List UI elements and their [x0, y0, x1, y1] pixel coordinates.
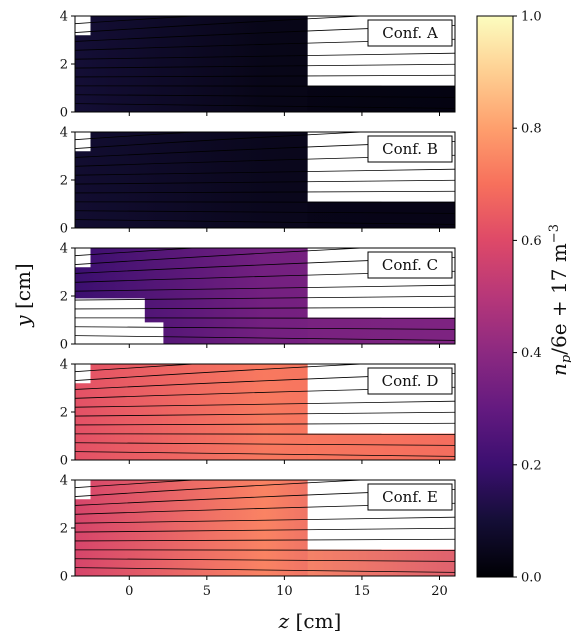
field-line [75, 538, 455, 542]
colorbar-ticks: 0.0 0.2 0.4 0.6 0.8 1.0 [513, 10, 542, 586]
field-line [75, 480, 201, 489]
field-line [75, 132, 201, 141]
conf-label: Conf. A [382, 24, 438, 42]
field-line [75, 400, 455, 408]
field-line [75, 326, 455, 330]
x-tick-label: 15 [354, 584, 371, 599]
y-tick-label: 2 [60, 522, 68, 537]
field-line [75, 210, 455, 214]
colorbar-tick-label: 0.6 [521, 234, 542, 249]
field-lines [75, 248, 455, 341]
y-tick-label: 2 [60, 58, 68, 73]
x-axis-label: z [cm] [278, 609, 342, 633]
field-line [75, 168, 455, 176]
colorbar-gradient [476, 15, 514, 578]
x-tick-label: 20 [431, 584, 448, 599]
field-line [75, 190, 455, 194]
conf-label-box [367, 251, 453, 279]
field-line [75, 451, 455, 457]
y-tick-label: 4 [60, 126, 68, 141]
field-line [75, 219, 455, 225]
x-tick-label: 10 [276, 584, 293, 599]
density-region [75, 364, 455, 460]
y-tick-label: 2 [60, 290, 68, 305]
y-tick-label: 0 [60, 338, 68, 353]
y-tick-label: 0 [60, 222, 68, 237]
density-region [75, 480, 455, 576]
field-line [75, 284, 455, 292]
y-tick-label: 0 [60, 570, 68, 585]
field-line [75, 567, 455, 573]
y-tick-label: 0 [60, 454, 68, 469]
density-region [75, 16, 455, 112]
field-line [75, 179, 455, 185]
field-line [75, 52, 455, 60]
conf-label-box [367, 367, 453, 395]
panel-a: 0 2 4 Conf. A [60, 10, 456, 121]
colorbar-tick-label: 1.0 [521, 10, 542, 25]
y-tick-label: 2 [60, 406, 68, 421]
density-region [75, 248, 455, 344]
panels-group: 0 2 4 Conf. A 0 2 4 Conf. B 0 2 4 Conf. C 0 2 4 Conf. D… [60, 10, 456, 599]
field-line [75, 295, 455, 301]
colorbar-label: np/6e + 17 m−3 [547, 224, 571, 376]
field-line [75, 527, 455, 533]
field-line [75, 442, 455, 446]
colorbar: 0.0 0.2 0.4 0.6 0.8 1.0 np/6e + 17 m−3 [476, 10, 571, 586]
field-line [75, 516, 455, 524]
field-line [75, 480, 370, 497]
field-line [75, 248, 201, 257]
density-region [75, 132, 455, 228]
conf-label: Conf. E [382, 488, 438, 506]
field-line [75, 558, 455, 562]
field-line [75, 248, 370, 265]
conf-label-box [367, 483, 453, 511]
panel-e: 0 2 4 0 5 10 15 20 Conf. E [60, 474, 456, 599]
conf-label: Conf. B [382, 140, 438, 158]
field-line [75, 306, 455, 310]
field-line [75, 364, 201, 373]
field-line [75, 411, 455, 417]
y-axis-label: y [cm] [11, 263, 35, 327]
panel-c: 0 2 4 Conf. C [60, 242, 456, 353]
colorbar-tick-label: 0.4 [521, 346, 542, 361]
field-line [75, 74, 455, 78]
field-line [75, 94, 455, 98]
y-tick-label: 4 [60, 474, 68, 489]
x-tick-label: 5 [203, 584, 211, 599]
x-tick-label: 0 [125, 584, 133, 599]
field-line [75, 103, 455, 109]
field-line [75, 63, 455, 69]
colorbar-tick-label: 0.8 [521, 122, 542, 137]
y-tick-label: 4 [60, 10, 68, 25]
y-tick-label: 0 [60, 106, 68, 121]
colorbar-tick-label: 0.2 [521, 458, 542, 473]
field-line [75, 132, 370, 149]
panel-b: 0 2 4 Conf. B [60, 126, 456, 237]
colorbar-tick-label: 0.0 [521, 571, 542, 586]
field-line [75, 335, 455, 341]
conf-label-box [367, 19, 453, 47]
field-line [75, 422, 455, 426]
y-tick-label: 4 [60, 358, 68, 373]
field-line [75, 16, 370, 33]
y-tick-label: 2 [60, 174, 68, 189]
field-line [75, 16, 201, 25]
y-tick-label: 4 [60, 242, 68, 257]
conf-label-box [367, 135, 453, 163]
conf-label: Conf. D [382, 372, 439, 390]
panel-d: 0 2 4 Conf. D [60, 358, 456, 469]
conf-label: Conf. C [382, 256, 438, 274]
field-line [75, 364, 370, 381]
